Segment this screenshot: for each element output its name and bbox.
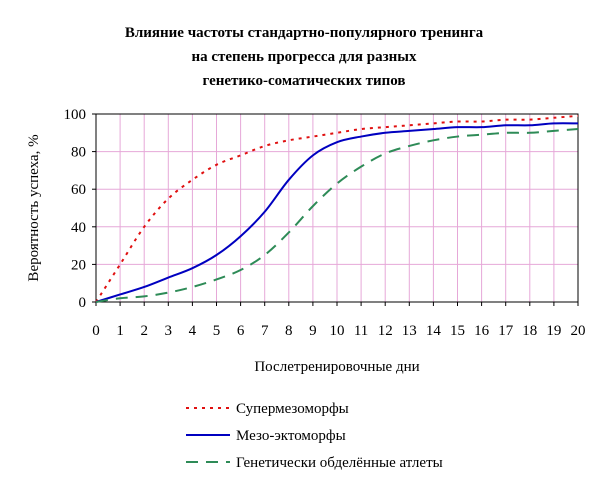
- x-tick-label: 4: [189, 323, 197, 339]
- x-tick-label: 1: [116, 323, 124, 339]
- x-tick-label: 17: [498, 323, 514, 339]
- y-tick-label: 80: [71, 145, 86, 161]
- legend-label-supermesomorphs: Супермезоморфы: [236, 401, 349, 417]
- x-axis-ticks: 0 1 2 3 4 5 6 7 8 9 10 11 12 13 14 15 16 17 18 19 20: [92, 302, 586, 339]
- grid: [96, 114, 578, 302]
- series-supermesomorphs-line: [95, 114, 579, 303]
- legend: Супермезоморфы Мезо-эктоморфы Генетическ…: [186, 401, 443, 471]
- x-tick-label: 7: [261, 323, 269, 339]
- legend-label-genetically-disadvantaged: Генетически обделённые атлеты: [236, 455, 443, 471]
- chart-title-line-2: на степень прогресса для разных: [191, 49, 417, 65]
- series-genetically-disadvantaged-line: [95, 128, 579, 303]
- x-tick-label: 20: [571, 323, 586, 339]
- x-tick-label: 19: [546, 323, 561, 339]
- x-tick-label: 9: [309, 323, 317, 339]
- x-tick-label: 15: [450, 323, 465, 339]
- x-tick-label: 5: [213, 323, 221, 339]
- x-tick-label: 11: [354, 323, 368, 339]
- x-axis-label: Послетренировочные дни: [254, 359, 419, 375]
- x-tick-label: 13: [402, 323, 417, 339]
- chart-title: Влияние частоты стандартно-популярного т…: [125, 25, 484, 89]
- x-tick-label: 14: [426, 323, 442, 339]
- y-tick-label: 0: [79, 295, 87, 311]
- y-tick-label: 60: [71, 182, 86, 198]
- x-tick-label: 2: [140, 323, 148, 339]
- y-tick-label: 40: [71, 220, 86, 236]
- y-tick-label: 100: [64, 107, 87, 123]
- x-tick-label: 8: [285, 323, 293, 339]
- y-axis-label: Вероятность успеха, %: [26, 134, 42, 281]
- x-tick-label: 16: [474, 323, 490, 339]
- legend-label-meso-ectomorphs: Мезо-эктоморфы: [236, 428, 346, 444]
- chart-title-line-1: Влияние частоты стандартно-популярного т…: [125, 25, 484, 41]
- x-tick-label: 6: [237, 323, 245, 339]
- series-meso-ectomorphs-line: [95, 122, 579, 303]
- x-tick-label: 18: [522, 323, 537, 339]
- x-tick-label: 0: [92, 323, 100, 339]
- x-tick-label: 10: [330, 323, 345, 339]
- x-tick-label: 3: [165, 323, 173, 339]
- y-axis-ticks: 0 20 40 60 80 100: [64, 107, 96, 311]
- chart-title-line-3: генетико-соматических типов: [202, 73, 405, 89]
- y-tick-label: 20: [71, 257, 86, 273]
- series-lines: [95, 114, 579, 303]
- x-tick-label: 12: [378, 323, 393, 339]
